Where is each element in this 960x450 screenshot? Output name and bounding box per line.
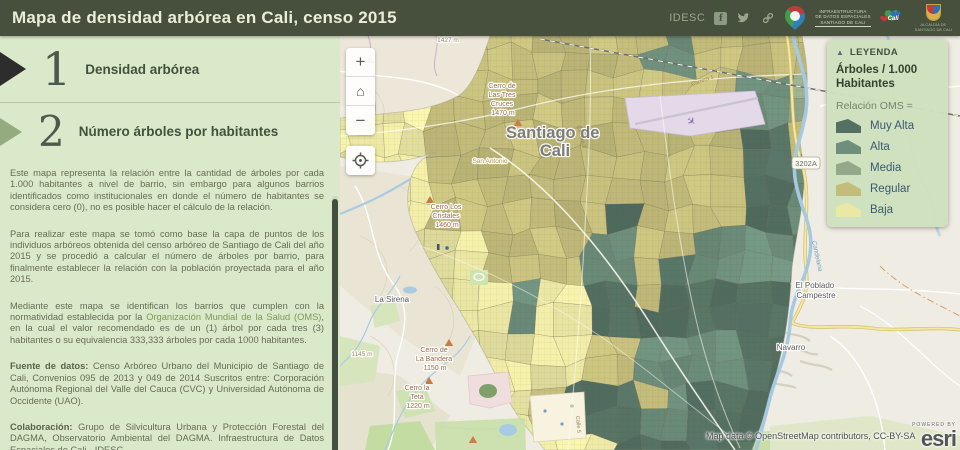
section-2-arrow-icon <box>0 117 22 146</box>
paragraph-3: Mediante este mapa se identifican los ba… <box>10 300 324 345</box>
legend-item-alta: Alta <box>836 140 939 154</box>
admin-dash-line <box>879 265 960 317</box>
south-park-pond <box>435 418 526 450</box>
svg-text:Cerro de Las Tres: Cerro de Las Tres Cruces 1470 m <box>488 83 517 117</box>
esri-logo: POWERED BY esri <box>912 422 957 450</box>
story-sidebar: 1 Densidad arbórea 2 Número árboles por … <box>0 36 340 450</box>
muy-alta-swatch <box>836 119 861 133</box>
legend-relation-label: Relación OMS = <box>836 100 913 112</box>
zoom-control: + ⌂ − <box>346 48 375 135</box>
oms-link[interactable]: Organización Mundial de la Salud (OMS) <box>146 312 322 323</box>
media-swatch <box>836 161 861 175</box>
sidebar-scrollbar-thumb[interactable] <box>332 199 338 450</box>
legend-item-baja: Baja <box>836 203 939 217</box>
svg-text:San Antonio: San Antonio <box>472 158 507 165</box>
zoom-out-button[interactable]: − <box>346 106 375 135</box>
svg-text:Cerro Los Cristales: Cerro Los Cristales 1460 m <box>431 204 464 229</box>
app-title: Mapa de densidad arbórea en Cali, censo … <box>12 8 397 27</box>
svg-text:Cerro la Teta: Cerro la Teta 1220 m <box>405 385 432 410</box>
section-2-title: Número árboles por habitantes <box>78 124 279 139</box>
locate-button[interactable] <box>346 146 375 175</box>
share-link-icon[interactable] <box>760 11 775 26</box>
twitter-icon[interactable] <box>736 11 751 26</box>
zoom-in-button[interactable]: + <box>346 48 375 77</box>
alta-swatch <box>836 140 861 154</box>
svg-text:Santiago de Cali: Santiago de Cali <box>506 124 604 160</box>
legend-header[interactable]: ▲ LEYENDA <box>836 47 899 58</box>
description-text: Este mapa representa la relación entre l… <box>0 160 340 450</box>
svg-text:La Sirena: La Sirena <box>375 295 410 304</box>
idesc-link[interactable]: IDESC <box>669 12 706 24</box>
paragraph-colaboracion: Colaboración: Grupo de Silvicultura Urba… <box>10 421 324 450</box>
yellow-highway <box>784 30 960 332</box>
section-arboles-por-habitantes[interactable]: 2 Número árboles por habitantes <box>0 102 340 160</box>
section-1-arrow-icon <box>0 52 26 86</box>
alcaldia-crest-logo: ALCALDÍA DE SANTIAGO DE CALI <box>915 4 952 32</box>
svg-text:El Poblado Campestre: El Poblado Campestre <box>796 281 837 300</box>
cauca-river <box>754 30 813 450</box>
legend-title: Árboles / 1.000 Habitantes <box>836 64 918 90</box>
airport-area: ✈ <box>624 90 766 137</box>
baja-swatch <box>836 203 861 217</box>
section-1-number: 1 <box>42 42 72 96</box>
legend-panel: ▲ LEYENDA Árboles / 1.000 Habitantes Rela… <box>827 40 948 227</box>
monument-icons <box>437 244 449 250</box>
svg-text:Calle 5: Calle 5 <box>574 416 581 434</box>
map-attribution: Map data © OpenStreetMap contributors, C… <box>706 431 916 441</box>
city-roads <box>339 37 803 450</box>
idesc-pin-logo <box>781 1 810 31</box>
section-densidad-arborea[interactable]: 1 Densidad arbórea <box>0 36 340 102</box>
hospital-pink-area <box>467 371 513 409</box>
legend-item-media: Media <box>836 161 939 175</box>
paragraph-1: Este mapa representa la relación entre l… <box>10 168 324 213</box>
legend-item-muy-alta: Muy Alta <box>836 119 939 133</box>
facebook-icon[interactable]: f <box>714 11 728 25</box>
paragraph-fuente: Fuente de datos: Censo Arbóreo Urbano de… <box>10 361 324 406</box>
collapse-legend-icon: ▲ <box>836 48 844 57</box>
section-1-title: Densidad arbórea <box>85 61 200 77</box>
regular-swatch <box>836 182 861 196</box>
home-button[interactable]: ⌂ <box>346 77 375 106</box>
svg-text:1145 m: 1145 m <box>351 351 372 358</box>
svg-text:Carrera 3: Carrera 3 <box>575 125 587 149</box>
svg-text:3202A: 3202A <box>795 159 817 168</box>
header-bar: Mapa de densidad arbórea en Cali, censo … <box>0 0 960 36</box>
svg-text:1427 m: 1427 m <box>437 37 459 44</box>
small-pond <box>403 286 417 294</box>
cali-heart-logo: ❤ ❤ ❤ Cali <box>879 6 902 28</box>
ide-wordmark-logo: INFRAESTRUCTURA DE DATOS ESPACIALES SANT… <box>815 9 871 28</box>
home-icon: ⌂ <box>356 83 365 99</box>
locate-icon <box>352 152 369 169</box>
legend-item-regular: Regular <box>836 182 939 196</box>
svg-text:Navarro: Navarro <box>777 343 806 352</box>
section-2-number: 2 <box>38 106 65 156</box>
road-shield: 3202A <box>791 156 821 170</box>
svg-text:Cerro de La Bandera: Cerro de La Bandera 1150 m <box>416 347 454 372</box>
hills-shading <box>340 36 490 450</box>
paragraph-2: Para realizar este mapa se tomó como bas… <box>10 228 324 285</box>
stadium-park <box>470 270 488 285</box>
